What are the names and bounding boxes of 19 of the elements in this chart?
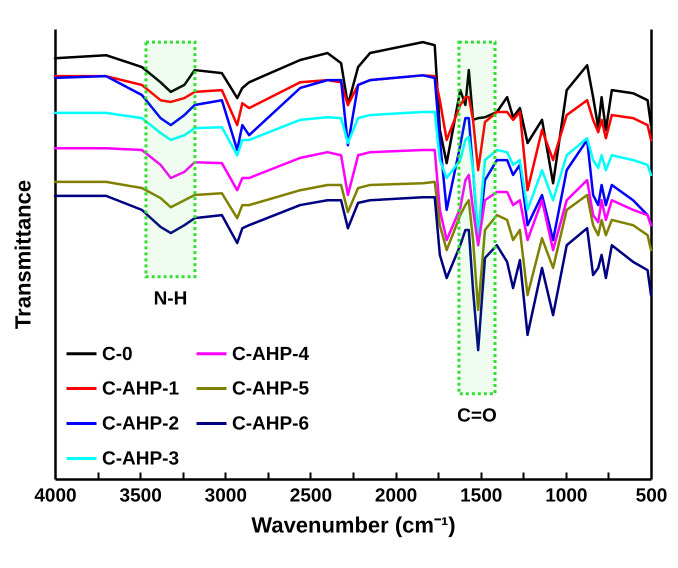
legend-label: C-AHP-3 bbox=[102, 448, 180, 470]
x-axis-title: Wavenumber (cm⁻¹) bbox=[251, 512, 456, 538]
legend-label: C-AHP-1 bbox=[102, 378, 180, 400]
band-label: C=O bbox=[457, 406, 497, 427]
x-tick-label: 1000 bbox=[545, 486, 588, 506]
x-tick-label: 2500 bbox=[290, 486, 332, 506]
x-tick-label: 3500 bbox=[120, 486, 162, 506]
x-tick-label: 3000 bbox=[204, 486, 247, 506]
band-label: N-H bbox=[154, 288, 188, 310]
legend-label: C-AHP-5 bbox=[232, 378, 310, 400]
x-tick-label: 4000 bbox=[34, 486, 77, 506]
x-tick-label: 2000 bbox=[374, 486, 418, 506]
legend-label: C-AHP-6 bbox=[232, 414, 310, 434]
legend-label: C-AHP-2 bbox=[102, 414, 180, 434]
legend-label: C-0 bbox=[102, 344, 133, 365]
x-tick-label: 1500 bbox=[460, 486, 502, 506]
legend-label: C-AHP-4 bbox=[232, 344, 310, 365]
y-axis-title: Transmittance bbox=[10, 180, 36, 330]
x-tick-label: 500 bbox=[636, 486, 668, 506]
